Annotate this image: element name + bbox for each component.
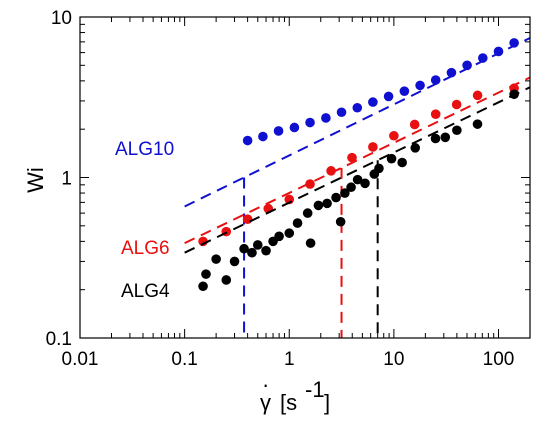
alg10-data-point	[336, 107, 347, 118]
alg4-data-point	[252, 240, 263, 250]
alg4-data-point	[410, 143, 421, 153]
x-axis-label-close: ]	[324, 390, 330, 415]
alg10-data-point	[478, 53, 488, 63]
x-tick-label: 0.1	[171, 349, 197, 370]
alg10-data-point	[430, 75, 441, 85]
alg10-data-point	[305, 117, 315, 128]
alg4-data-point	[201, 269, 211, 279]
x-axis-label: γ · [s -1 ]	[260, 372, 330, 415]
x-tick-label: 100	[483, 349, 515, 370]
alg6-data-point	[409, 119, 420, 130]
alg10-data-point	[242, 135, 253, 146]
x-tick-label: 0.01	[62, 349, 99, 370]
x-tick-label: 1	[284, 349, 295, 370]
x-axis-label-symbol: γ	[260, 390, 271, 415]
alg4-data-point	[430, 133, 441, 144]
alg4-data-point	[239, 243, 249, 254]
alg4-data-point	[472, 119, 483, 129]
alg10-data-point	[446, 67, 457, 78]
alg6-data-point	[472, 90, 483, 101]
alg4-data-point	[302, 208, 313, 218]
alg4-data-point	[331, 192, 341, 203]
x-tick-label: 10	[383, 349, 404, 370]
alg4-data-point	[335, 216, 346, 227]
x-axis-label-dot: ·	[262, 372, 269, 397]
alg4-data-point	[284, 228, 295, 238]
alg10-data-point	[289, 122, 300, 133]
alg4-data-point	[198, 281, 208, 292]
alg4-data-point	[229, 256, 240, 267]
chart-marks	[184, 37, 531, 338]
y-tick-label: 10	[51, 8, 72, 29]
alg6-data-point	[389, 130, 399, 141]
alg4-data-point	[374, 163, 384, 174]
alg10-data-point	[368, 97, 378, 107]
alg4-data-point	[305, 238, 316, 248]
alg4-fit-line	[184, 86, 531, 254]
alg10-data-point	[493, 46, 504, 57]
alg10-data-point	[462, 60, 472, 71]
y-axis-label: Wi	[23, 167, 48, 193]
alg4-data-point	[386, 153, 397, 164]
alg4-data-point	[397, 157, 407, 168]
alg10-fit-line	[184, 37, 531, 208]
alg10-data-point	[509, 38, 519, 48]
alg4-data-point	[360, 178, 370, 189]
alg4-data-point	[352, 174, 363, 185]
alg4-data-point	[346, 182, 356, 193]
alg6-data-point	[430, 109, 441, 119]
alg4-data-point	[452, 125, 462, 136]
alg4-series-label: ALG4	[121, 281, 170, 302]
alg4-data-point	[313, 200, 324, 211]
alg4-data-point	[509, 89, 519, 100]
alg4-data-point	[221, 275, 232, 285]
alg6-data-point	[326, 166, 336, 176]
x-axis-label-exponent: -1	[305, 377, 325, 402]
alg6-data-point	[347, 152, 357, 163]
alg10-series-label: ALG10	[115, 139, 174, 160]
alg10-data-point	[273, 126, 284, 136]
alg10-data-point	[321, 113, 331, 123]
alg10-data-point	[399, 86, 410, 96]
alg10-data-point	[258, 131, 268, 142]
alg6-fit-line	[184, 76, 531, 245]
x-axis-label-unit: [s	[280, 390, 297, 415]
alg6-series-label: ALG6	[121, 238, 170, 259]
alg6-data-point	[242, 214, 253, 224]
y-tick-label: 0.1	[46, 329, 72, 350]
alg10-data-point	[383, 91, 394, 102]
alg6-data-point	[305, 179, 315, 189]
alg6-data-point	[451, 99, 462, 110]
alg10-data-point	[415, 80, 425, 91]
alg4-data-point	[440, 132, 451, 143]
alg10-data-point	[352, 102, 363, 113]
alg4-data-point	[211, 254, 221, 264]
series-labels: ALG10 ALG6 ALG4	[115, 139, 174, 302]
y-tick-label: 1	[61, 169, 72, 190]
alg4-data-point	[274, 231, 284, 242]
alg4-data-point	[247, 247, 257, 258]
alg4-data-point	[261, 245, 271, 256]
alg4-data-point	[340, 188, 350, 198]
alg4-data-point	[322, 198, 332, 209]
alg4-data-point	[292, 218, 303, 228]
alg6-data-point	[368, 142, 378, 152]
